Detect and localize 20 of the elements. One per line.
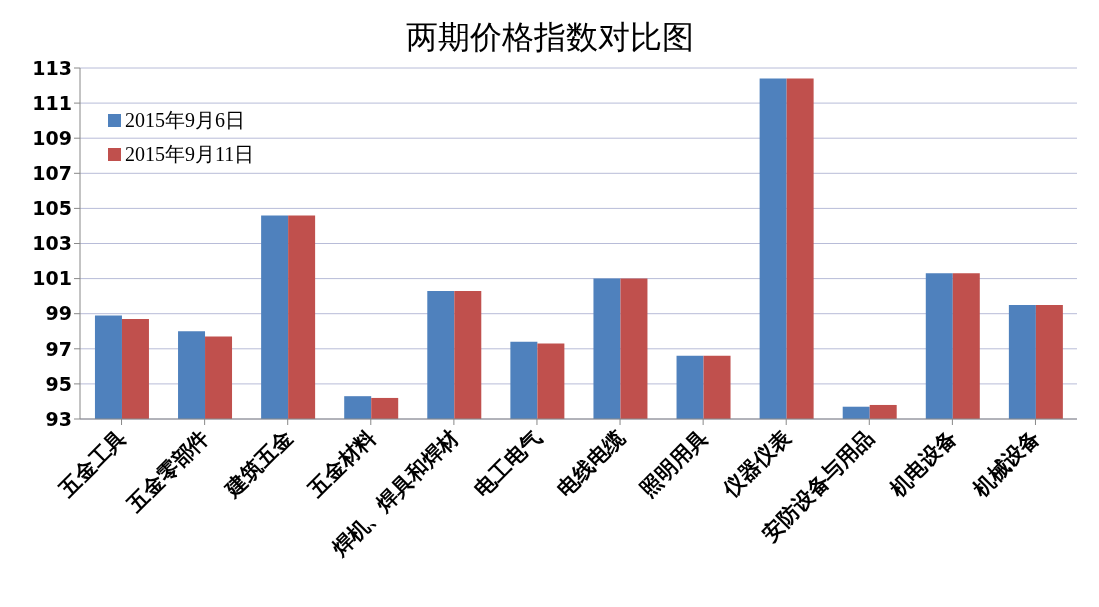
y-tick-label: 105 (32, 197, 72, 220)
x-tick-label: 机械设备 (967, 425, 1045, 503)
chart-title: 两期价格指数对比图 (405, 18, 694, 56)
y-tick-label: 93 (45, 407, 72, 430)
x-tick-label: 建筑五金 (219, 425, 297, 503)
y-tick-label: 101 (32, 267, 72, 290)
y-tick-label: 103 (32, 232, 72, 255)
y-tick-label: 107 (32, 162, 72, 185)
y-tick-label: 97 (45, 337, 72, 360)
x-tick-label: 照明用具 (635, 425, 713, 502)
y-tick-label: 99 (45, 302, 72, 325)
x-tick-label: 机电设备 (884, 425, 962, 503)
y-tick-label: 109 (32, 126, 72, 149)
y-tick-label: 113 (32, 56, 72, 79)
legend-label: 2015年9月6日 (125, 108, 245, 133)
y-tick-label: 95 (45, 372, 72, 395)
legend-label: 2015年9月11日 (125, 142, 255, 167)
x-tick-label: 电工电气 (469, 425, 547, 502)
y-tick-label: 111 (32, 91, 72, 114)
x-tick-label: 电线电缆 (552, 425, 630, 502)
